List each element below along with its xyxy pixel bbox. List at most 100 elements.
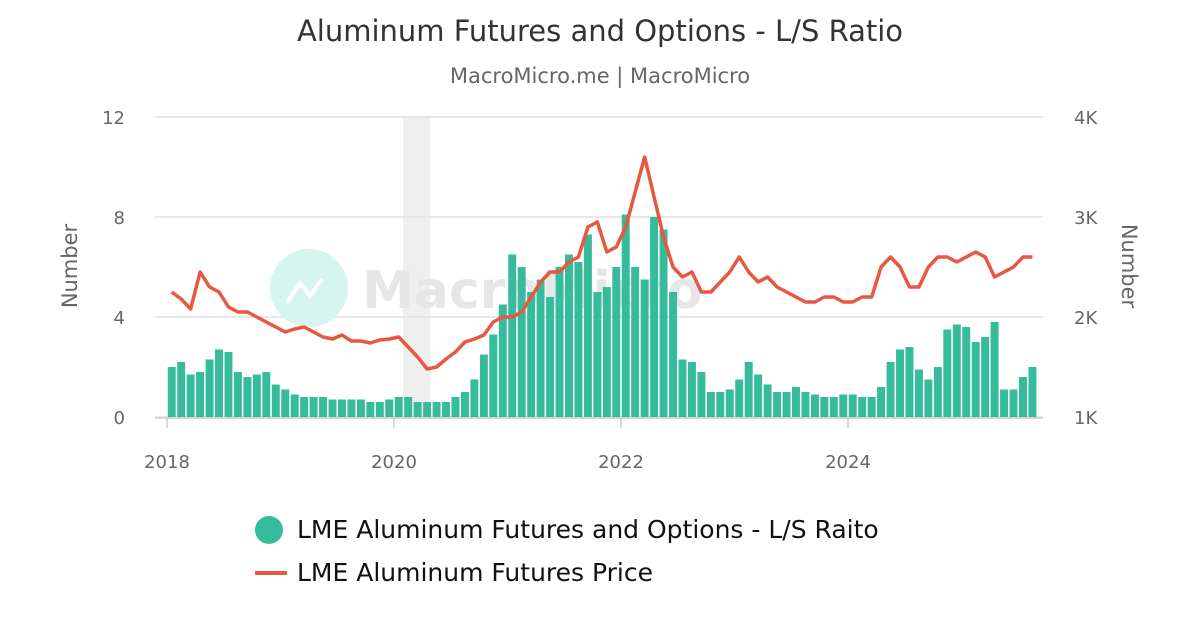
ratio-bar — [583, 234, 592, 417]
ratio-bar — [565, 254, 573, 417]
ratio-bar — [517, 267, 526, 417]
ratio-bar — [460, 392, 469, 417]
ratio-bar — [829, 397, 838, 417]
ratio-bar — [375, 402, 384, 417]
ratio-bar — [593, 292, 602, 417]
y-right-axis-title: Number — [1117, 224, 1141, 309]
y-left-axis-title: Number — [58, 223, 82, 308]
ratio-bar — [971, 342, 980, 417]
ratio-bar — [602, 287, 611, 417]
ratio-bar — [924, 379, 933, 417]
legend-ratio-label: LME Aluminum Futures and Options - L/S R… — [297, 515, 879, 544]
ratio-bar — [678, 359, 687, 417]
ratio-bar — [687, 362, 696, 417]
ratio-bar — [385, 399, 394, 417]
ratio-bar — [196, 372, 205, 417]
ratio-bar — [669, 292, 677, 417]
ratio-bar — [432, 402, 441, 417]
ratio-bar — [281, 389, 290, 417]
ratio-bar — [347, 399, 356, 417]
chart-subtitle: MacroMicro.me | MacroMicro — [449, 64, 751, 88]
ratio-bar — [1000, 389, 1009, 417]
ratio-bar — [215, 349, 223, 417]
ratio-bar — [290, 394, 299, 417]
y-right-tick-label: 3K — [1074, 208, 1098, 229]
watermark-logo-icon — [270, 249, 348, 327]
ratio-bar — [952, 324, 961, 417]
ratio-bar — [782, 392, 791, 417]
ratio-bar — [479, 354, 488, 417]
chart-title: Aluminum Futures and Options - L/S Ratio — [296, 14, 904, 48]
ratio-bar — [574, 262, 583, 417]
ratio-bar — [177, 362, 186, 417]
y-left-tick-label: 12 — [102, 108, 125, 129]
x-tick-label: 2024 — [825, 452, 871, 473]
ratio-bar — [792, 387, 800, 417]
ratio-bar — [328, 399, 337, 417]
ratio-bar — [640, 279, 649, 417]
ratio-bar — [167, 367, 176, 417]
ratio-bar — [1019, 377, 1027, 417]
ratio-bar — [914, 369, 923, 417]
x-tick-label: 2020 — [371, 452, 417, 473]
ratio-bar — [867, 397, 876, 417]
legend-price-label: LME Aluminum Futures Price — [297, 558, 653, 587]
ratio-bar — [801, 392, 810, 417]
legend-ratio-swatch — [255, 515, 283, 544]
legend: LME Aluminum Futures and Options - L/S R… — [255, 508, 879, 594]
y-right-tick-label: 2K — [1074, 308, 1098, 329]
ratio-bar — [451, 397, 460, 417]
y-right-tick-label: 4K — [1074, 108, 1098, 129]
ratio-bar — [423, 402, 432, 417]
ratio-bar — [404, 397, 413, 417]
ratio-bar — [896, 349, 904, 417]
ratio-bar — [744, 362, 753, 417]
y-left-tick-label: 8 — [114, 208, 125, 229]
ratio-bar — [413, 402, 422, 417]
ratio-bar — [271, 384, 280, 417]
ratio-bar — [394, 397, 403, 417]
ratio-bar — [650, 217, 659, 417]
ratio-bar — [508, 254, 517, 417]
price-line — [170, 155, 1033, 371]
ratio-bar — [243, 377, 252, 417]
ratio-bar — [706, 392, 715, 417]
y-left-tick-label: 0 — [114, 408, 125, 429]
ratio-bar — [356, 399, 365, 417]
ratio-bar — [631, 267, 640, 417]
y-left-tick-label: 4 — [114, 308, 125, 329]
ratio-bar — [1009, 389, 1018, 417]
ratio-bar — [546, 297, 555, 417]
legend-item-ratio[interactable]: LME Aluminum Futures and Options - L/S R… — [255, 508, 879, 551]
ratio-bar — [962, 327, 971, 417]
ratio-bar — [886, 362, 895, 417]
ratio-bar — [498, 304, 507, 417]
x-tick-label: 2018 — [144, 452, 190, 473]
ratio-bar — [820, 397, 829, 417]
ratio-bar — [612, 267, 621, 417]
ratio-bar — [1028, 367, 1037, 417]
ratio-bar — [877, 387, 886, 417]
ratio-bar — [754, 374, 763, 417]
ratio-bar — [300, 397, 309, 417]
ratio-bar — [905, 347, 914, 417]
ratio-bar — [621, 214, 630, 417]
ratio-bar — [735, 379, 744, 417]
ratio-bar — [763, 384, 772, 417]
ratio-bar — [990, 322, 999, 417]
ratio-bar — [697, 372, 706, 417]
ratio-bar — [205, 359, 214, 417]
ratio-bar — [338, 399, 346, 417]
ratio-bar — [233, 372, 242, 417]
ratio-bar — [442, 402, 450, 417]
legend-item-price[interactable]: LME Aluminum Futures Price — [255, 551, 879, 594]
ratio-bar — [186, 374, 195, 417]
ratio-bar — [716, 392, 725, 417]
ratio-bar — [810, 394, 819, 417]
y-right-tick-label: 1K — [1074, 408, 1098, 429]
ratio-bar — [224, 352, 233, 417]
ratio-bar — [262, 372, 271, 417]
ratio-bar — [725, 389, 734, 417]
ratio-bar — [536, 279, 545, 417]
